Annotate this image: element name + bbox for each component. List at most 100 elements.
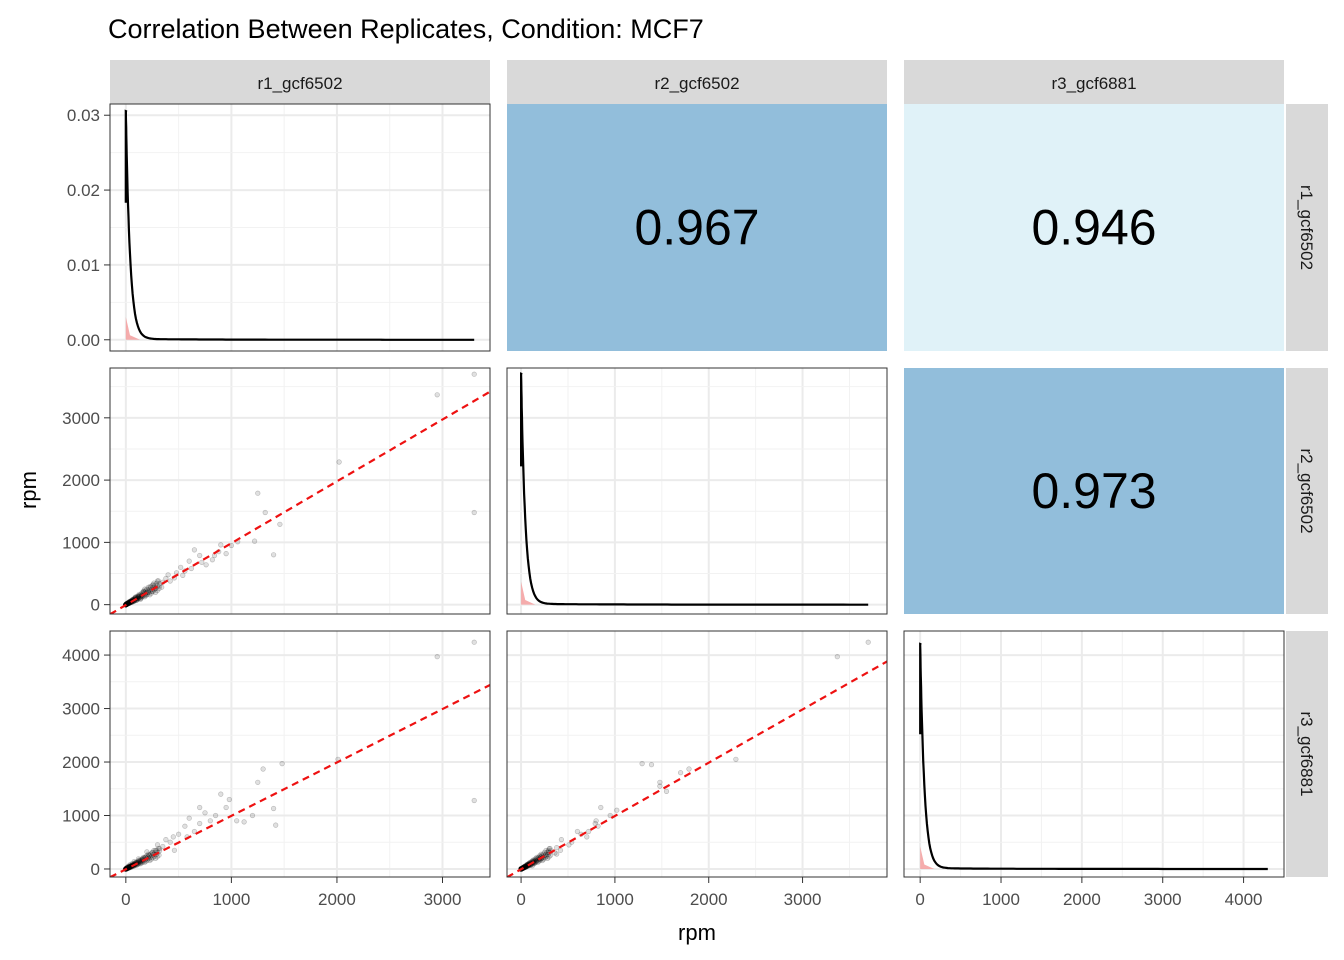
scatter-point bbox=[223, 550, 229, 557]
column-strip bbox=[110, 60, 490, 104]
correlation-value: 0.967 bbox=[634, 200, 759, 256]
column-strip bbox=[507, 60, 887, 104]
panel-grid: r1_gcf6502 r2_gcf6502 r3_gcf6881 r1_gcf6502… bbox=[62, 60, 1328, 909]
scatter-point bbox=[154, 842, 161, 848]
scatter-point bbox=[558, 836, 565, 843]
x-tick-label: 2000 bbox=[690, 890, 728, 909]
row-strip bbox=[1286, 104, 1328, 351]
scatter-point bbox=[434, 392, 440, 398]
column-strip-label: r2_gcf6502 bbox=[654, 74, 739, 93]
y-tick-label: 0.02 bbox=[67, 181, 100, 200]
scatter-point bbox=[197, 820, 203, 827]
scatter-point bbox=[142, 586, 148, 592]
scatter-point bbox=[125, 864, 132, 871]
scatter-point bbox=[207, 818, 213, 824]
scatter-point bbox=[155, 845, 161, 852]
scatter-point bbox=[148, 590, 154, 596]
x-tick-label: 0 bbox=[915, 890, 924, 909]
scatter-point bbox=[574, 828, 581, 835]
scatter-point bbox=[157, 846, 163, 852]
scatter-point bbox=[241, 819, 247, 825]
scatter-point bbox=[171, 847, 177, 853]
scatter-point bbox=[125, 600, 131, 606]
x-tick-label: 3000 bbox=[424, 890, 462, 909]
scatter-point bbox=[149, 849, 155, 855]
scatter-point bbox=[152, 855, 159, 862]
y-tick-label: 1000 bbox=[62, 533, 100, 552]
scatter-point bbox=[148, 584, 154, 590]
row-strip-label: r1_gcf6502 bbox=[1297, 185, 1316, 270]
y-tick-label: 3000 bbox=[62, 700, 100, 719]
y-tick-label: 2000 bbox=[62, 753, 100, 772]
scatter-point bbox=[124, 600, 131, 607]
scatter-point bbox=[125, 600, 131, 606]
scatter-point bbox=[165, 572, 171, 578]
x-tick-label: 4000 bbox=[1225, 890, 1263, 909]
scatter-point bbox=[160, 843, 166, 850]
density-line bbox=[124, 109, 475, 341]
scatter-point bbox=[252, 538, 258, 544]
scatter-point bbox=[523, 863, 529, 869]
scatter-point bbox=[273, 822, 279, 828]
scatter-point bbox=[135, 856, 142, 862]
y-tick-label: 0 bbox=[91, 860, 100, 879]
scatter-point bbox=[148, 856, 154, 862]
scatter-point bbox=[834, 654, 840, 660]
scatter-point bbox=[154, 587, 160, 594]
scatter-point bbox=[566, 842, 572, 848]
density-fill bbox=[125, 316, 141, 340]
scatter-point bbox=[178, 564, 184, 570]
scatter-point bbox=[137, 595, 143, 602]
scatter-point bbox=[223, 804, 229, 811]
panel-border bbox=[506, 367, 888, 615]
scatter-point bbox=[147, 857, 153, 864]
scatter-point bbox=[523, 863, 529, 870]
scatter-point bbox=[260, 766, 266, 772]
scatter-point bbox=[152, 589, 159, 596]
x-tick-label: 0 bbox=[516, 890, 525, 909]
scatter-point bbox=[547, 845, 553, 852]
scatter-point bbox=[532, 858, 539, 864]
scatter-point bbox=[522, 863, 528, 869]
y-axis-title: rpm bbox=[16, 471, 41, 509]
scatter-point bbox=[865, 639, 871, 645]
scatter-point bbox=[542, 851, 549, 857]
density-fill bbox=[521, 581, 536, 605]
scatter-point bbox=[135, 592, 141, 599]
scatter-point bbox=[523, 864, 529, 870]
scatter-point bbox=[146, 853, 152, 859]
row-strip-label: r2_gcf6502 bbox=[1297, 448, 1316, 533]
scatter-point bbox=[733, 756, 739, 762]
scatter-point bbox=[592, 820, 598, 827]
scatter-point bbox=[167, 578, 173, 584]
scatter-point bbox=[226, 796, 232, 803]
scatter-point bbox=[149, 850, 155, 856]
scatter-point bbox=[279, 760, 285, 767]
row-strip bbox=[1286, 368, 1328, 614]
row-strip bbox=[1286, 631, 1328, 877]
correlation-cell bbox=[904, 104, 1284, 351]
scatter-point bbox=[546, 854, 552, 860]
scatter-point bbox=[534, 858, 540, 864]
y-tick-label: 0 bbox=[91, 596, 100, 615]
scatter-point bbox=[125, 864, 131, 871]
scatter-point bbox=[203, 562, 209, 568]
correlation-value: 0.973 bbox=[1031, 463, 1156, 519]
scatter-point bbox=[149, 582, 155, 588]
panel-border bbox=[109, 367, 491, 615]
scatter-point bbox=[554, 844, 560, 851]
scatter-point bbox=[163, 836, 169, 843]
scatter-point bbox=[126, 600, 132, 606]
scatter-point bbox=[657, 779, 663, 785]
scatter-point bbox=[151, 847, 157, 854]
scatter-point bbox=[262, 509, 268, 516]
scatter-point bbox=[126, 865, 132, 871]
scatter-point bbox=[125, 600, 131, 607]
column-strip-label: r1_gcf6502 bbox=[257, 74, 342, 93]
fit-line bbox=[507, 660, 887, 877]
scatter-point bbox=[199, 559, 205, 565]
scatter-point bbox=[522, 863, 528, 870]
scatter-point bbox=[148, 851, 154, 857]
scatter-point bbox=[125, 863, 131, 870]
scatter-point bbox=[523, 863, 529, 869]
